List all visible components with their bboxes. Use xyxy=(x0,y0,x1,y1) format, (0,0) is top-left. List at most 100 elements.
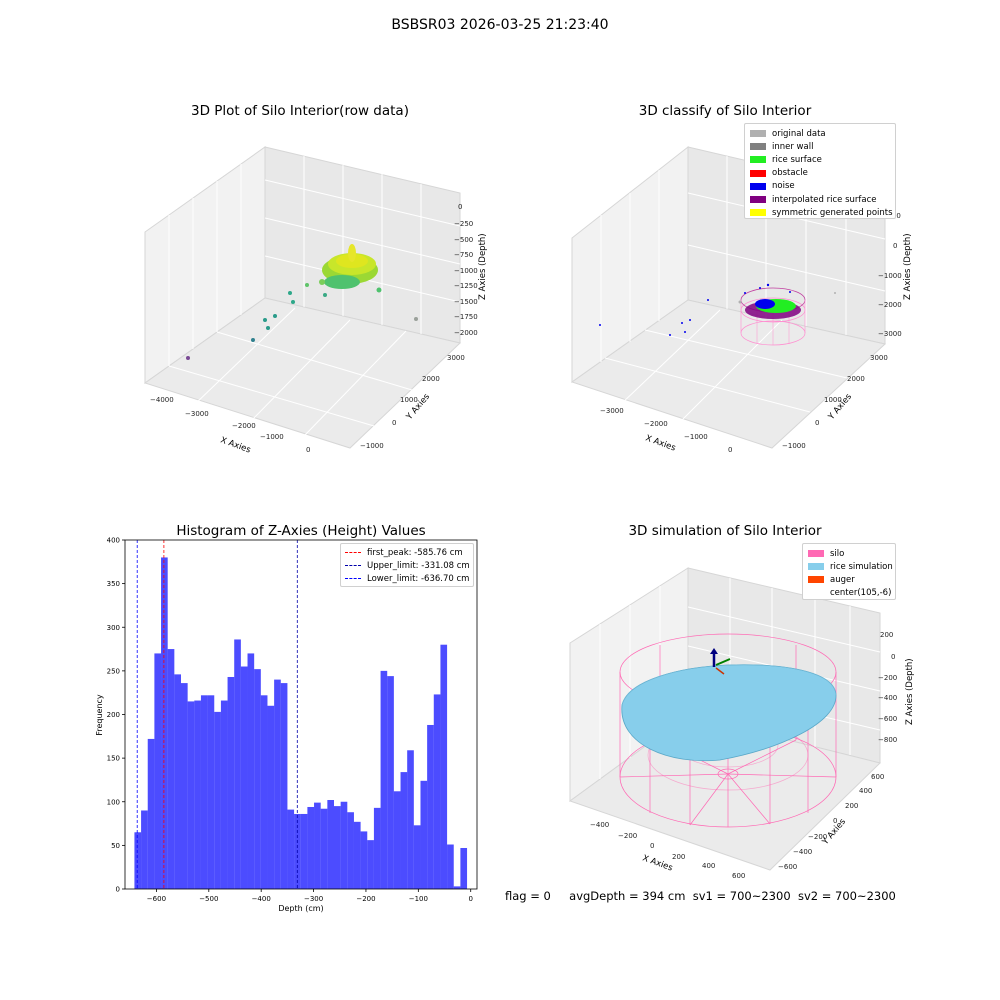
classify-xtick: −1000 xyxy=(684,433,708,441)
raw-ztick: −1250 xyxy=(454,282,478,290)
legend-line-upper-limit xyxy=(345,565,361,567)
raw-zlabel: Z Axies (Depth) xyxy=(478,233,488,300)
classify-plot-title: 3D classify of Silo Interior xyxy=(638,103,812,119)
raw-ytick: 1000 xyxy=(400,396,418,404)
histogram-bar xyxy=(407,750,414,889)
status-sv1: sv1 = 700~2300 xyxy=(692,889,791,903)
sim-ztick: −400 xyxy=(878,694,897,702)
histogram-legend: first_peak: -585.76 cm Upper_limit: -331… xyxy=(340,543,474,587)
histogram-bar xyxy=(240,666,248,889)
raw-ztick: −1750 xyxy=(454,313,478,321)
histogram-bar xyxy=(147,738,155,889)
sim-xtick: 600 xyxy=(732,872,745,880)
classify-ytick: 0 xyxy=(815,419,819,427)
histogram-ytick-label: 150 xyxy=(107,755,120,763)
legend-item: Upper_limit: -331.08 cm xyxy=(345,559,470,572)
raw-ztick: −500 xyxy=(454,236,473,244)
classify-xtick: −3000 xyxy=(600,407,624,415)
histogram-bar xyxy=(360,831,368,889)
classify-ztick: 0 xyxy=(893,242,897,250)
histogram-bars xyxy=(134,557,468,889)
sim-rice-surface xyxy=(621,664,837,762)
histogram-bar xyxy=(267,705,275,889)
histogram-bar xyxy=(227,676,235,889)
histogram-bar xyxy=(353,821,361,889)
legend-item: silo xyxy=(808,547,890,560)
legend-swatch-inner-wall xyxy=(750,143,766,151)
simulation-3d-plot[interactable]: −400 −200 0 200 400 600 −600 −400 −200 0… xyxy=(560,555,930,885)
histogram-xtick-label: −300 xyxy=(304,895,323,903)
histogram-bar xyxy=(334,806,341,889)
legend-item: noise xyxy=(750,180,890,193)
histogram-bar xyxy=(340,801,348,889)
raw-xtick: −4000 xyxy=(150,396,174,404)
legend-item: rice simulation xyxy=(808,560,893,573)
sim-ztick: 200 xyxy=(880,631,893,639)
histogram-bar xyxy=(254,669,261,889)
legend-item: symmetric generated points xyxy=(750,206,893,219)
histogram-bar xyxy=(367,840,374,889)
sim-ytick: −400 xyxy=(793,848,812,856)
legend-swatch-original xyxy=(750,130,766,138)
legend-swatch-rice-sim xyxy=(808,563,824,571)
histogram-bar xyxy=(167,649,175,889)
raw-ztick: −2000 xyxy=(454,329,478,337)
raw-point-cloud xyxy=(186,244,418,360)
histogram-bar xyxy=(433,694,441,889)
legend-swatch-noise xyxy=(750,182,766,190)
sim-ztick: −200 xyxy=(878,674,897,682)
histogram-bar xyxy=(247,653,255,889)
sim-xtick: 400 xyxy=(702,862,715,870)
classify-points xyxy=(599,283,836,336)
sim-ztick: −800 xyxy=(878,736,897,744)
classify-xtick: −2000 xyxy=(644,420,668,428)
histogram-ytick-label: 250 xyxy=(107,667,120,675)
legend-swatch-auger xyxy=(808,576,824,584)
histogram-chart[interactable]: −600 −500 −400 −300 −200 −100 0 0 50 100 150 200 25… xyxy=(80,530,490,920)
legend-item: interpolated rice surface xyxy=(750,193,890,206)
histogram-bar xyxy=(200,695,208,889)
raw-xlabel: X Axies xyxy=(219,435,252,455)
histogram-xticks: −600 −500 −400 −300 −200 −100 0 xyxy=(147,889,473,903)
histogram-bar xyxy=(234,639,241,889)
simulation-plot-title: 3D simulation of Silo Interior xyxy=(628,523,822,539)
raw-xtick: −3000 xyxy=(185,410,209,418)
sim-xtick: 0 xyxy=(650,842,654,850)
histogram-bar xyxy=(134,832,142,889)
histogram-bar xyxy=(393,791,401,889)
classify-xtick: 0 xyxy=(728,446,732,454)
classify-gridlines xyxy=(600,156,886,423)
legend-line-first-peak xyxy=(345,552,361,554)
status-avg-depth: avgDepth = 394 cm xyxy=(569,889,686,903)
histogram-bar xyxy=(453,886,461,889)
legend-item: Lower_limit: -636.70 cm xyxy=(345,572,469,585)
legend-swatch-interpolated xyxy=(750,196,766,204)
legend-swatch-symmetric xyxy=(750,209,766,217)
histogram-bar xyxy=(260,695,268,889)
histogram-bar xyxy=(400,772,408,889)
sim-ztick: 0 xyxy=(891,653,895,661)
histogram-xtick-label: −100 xyxy=(409,895,428,903)
histogram-bar xyxy=(287,809,295,889)
histogram-bar xyxy=(373,807,381,889)
legend-swatch-obstacle xyxy=(750,169,766,177)
sim-zlabel: Z Axies (Depth) xyxy=(905,658,915,725)
legend-item: center(105,-6) xyxy=(808,587,891,600)
raw-xtick: −2000 xyxy=(232,422,256,430)
sim-ytick: −600 xyxy=(778,863,797,871)
status-sv2: sv2 = 700~2300 xyxy=(797,889,896,903)
sim-ytick: −200 xyxy=(808,833,827,841)
histogram-bar xyxy=(327,800,334,889)
raw-3d-plot[interactable]: −4000 −3000 −2000 −1000 0 −1000 0 1000 2… xyxy=(130,130,500,460)
histogram-bar xyxy=(194,700,201,889)
sim-ytick: 200 xyxy=(845,802,858,810)
histogram-xtick-label: −200 xyxy=(356,895,375,903)
sim-ztick: −600 xyxy=(878,715,897,723)
classify-ztick: −1000 xyxy=(878,272,902,280)
sim-gridlines xyxy=(599,578,881,779)
sim-ytick: 600 xyxy=(871,773,884,781)
legend-swatch-silo xyxy=(808,550,824,558)
histogram-bar xyxy=(214,711,221,889)
raw-ztick: −1000 xyxy=(454,267,478,275)
histogram-ytick-label: 400 xyxy=(107,537,120,545)
